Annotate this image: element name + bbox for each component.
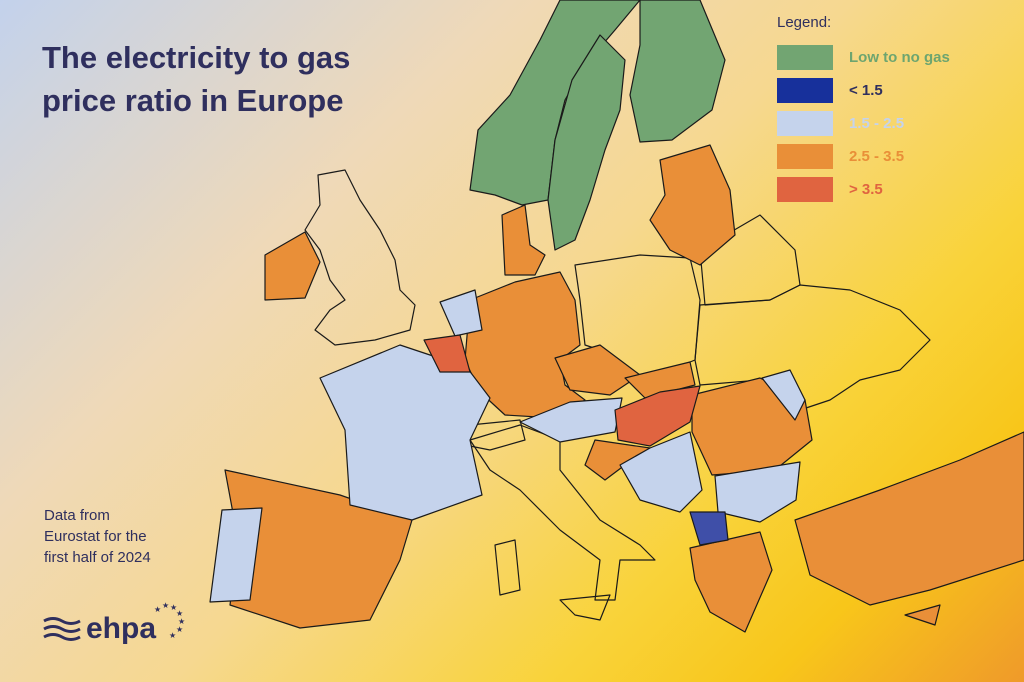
legend-label: 2.5 - 3.5 (849, 148, 905, 165)
region-serbia-bosnia (619, 431, 703, 513)
region-france (319, 344, 491, 521)
svg-text:★: ★ (176, 625, 183, 634)
region-turkey (794, 431, 1024, 606)
region-hungary (614, 385, 701, 447)
region-moldova (761, 369, 806, 421)
svg-text:★: ★ (162, 602, 169, 610)
waves-icon (43, 617, 81, 641)
region-north-macedonia (689, 511, 729, 546)
region-sicily (559, 594, 611, 621)
legend-title: Legend: (777, 14, 832, 31)
map-title: The electricity to gas price ratio in Eu… (42, 40, 351, 118)
legend-label: > 3.5 (849, 181, 883, 198)
region-sardinia (494, 539, 521, 596)
legend-item: > 3.5 (777, 173, 950, 206)
region-denmark (501, 204, 546, 276)
legend-swatch (777, 144, 833, 169)
legend-item: 2.5 - 3.5 (777, 140, 950, 173)
region-belgium (423, 334, 471, 373)
region-sweden (547, 34, 626, 251)
region-netherlands (439, 289, 483, 337)
region-finland (629, 0, 726, 143)
svg-text:★: ★ (169, 631, 176, 640)
legend-item: < 1.5 (777, 74, 950, 107)
svg-text:★: ★ (178, 617, 185, 626)
ehpa-logo: ehpa ★ ★ ★ ★ ★ ★ ★ (42, 602, 186, 646)
region-ireland (264, 231, 321, 301)
region-bulgaria (714, 461, 801, 523)
region-czechia (554, 344, 641, 396)
logo-text: ehpa (86, 612, 157, 645)
svg-text:★: ★ (170, 603, 177, 612)
legend-item: Low to no gas (777, 41, 950, 74)
legend-swatch (777, 78, 833, 103)
region-cyprus (904, 604, 941, 626)
svg-text:★: ★ (176, 609, 183, 618)
region-baltics (649, 144, 736, 266)
legend-label: Low to no gas (849, 49, 950, 66)
region-uk (304, 169, 416, 346)
source-note: Data from Eurostat for the first half of… (44, 507, 151, 566)
legend-swatch (777, 45, 833, 70)
region-portugal (209, 507, 263, 603)
svg-text:★: ★ (154, 605, 161, 614)
legend-label: < 1.5 (849, 82, 883, 99)
legend-label: 1.5 - 2.5 (849, 115, 905, 132)
legend-item: 1.5 - 2.5 (777, 107, 950, 140)
region-italy (469, 424, 656, 601)
legend-swatch (777, 111, 833, 136)
legend-swatch (777, 177, 833, 202)
legend: Legend: Low to no gas < 1.5 1.5 - 2.5 2.… (777, 14, 950, 206)
eu-stars-icon: ★ ★ ★★★★★ (154, 602, 185, 640)
region-greece (689, 531, 773, 633)
region-ukraine (694, 284, 931, 411)
